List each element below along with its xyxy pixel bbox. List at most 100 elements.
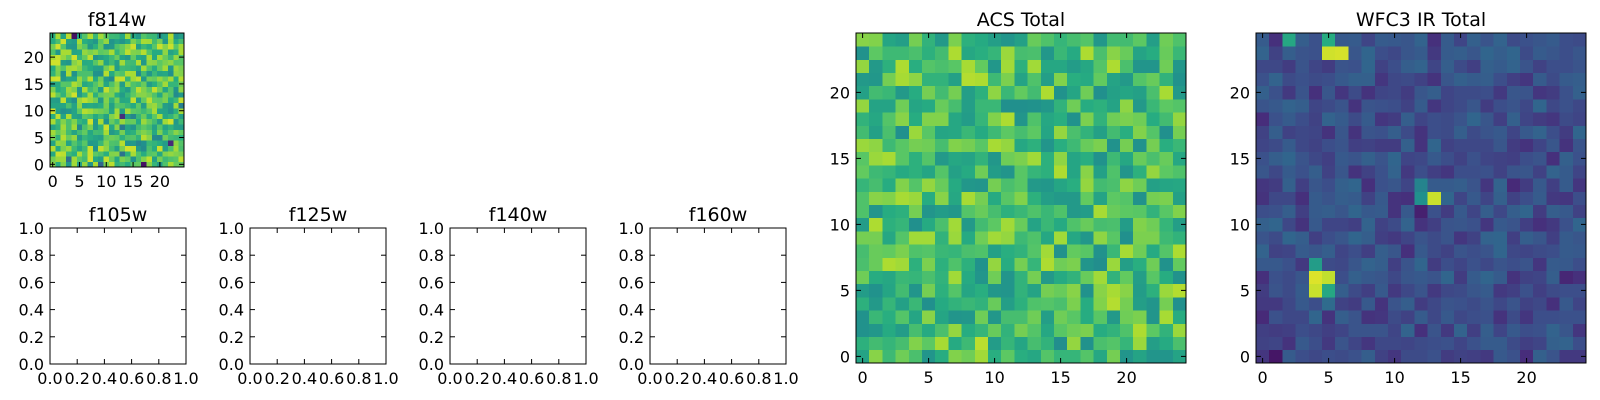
heatmap-cell <box>895 257 910 271</box>
heatmap-cell <box>1308 72 1323 87</box>
heatmap-cell <box>1080 112 1094 126</box>
heatmap-cell <box>130 97 137 104</box>
heatmap-cell <box>1093 270 1108 285</box>
heatmap-cell <box>1467 297 1481 311</box>
heatmap-cell <box>1159 217 1174 232</box>
heatmap-cell <box>1054 336 1068 351</box>
heatmap-cell <box>1133 151 1147 166</box>
heatmap-cell <box>1269 336 1283 351</box>
heatmap-cell <box>895 112 910 126</box>
heatmap-cell <box>1120 336 1134 351</box>
heatmap-cell <box>55 134 62 141</box>
heatmap-cell <box>178 38 185 45</box>
heatmap-cell <box>108 49 115 55</box>
heatmap-cell <box>1067 323 1081 337</box>
heatmap-cell <box>1282 217 1296 232</box>
heatmap-cell <box>1454 204 1468 219</box>
heatmap-cell <box>1572 217 1587 232</box>
heatmap-cell <box>151 140 158 146</box>
heatmap-cell <box>908 257 923 271</box>
heatmap-cell <box>173 38 180 45</box>
heatmap-cell <box>108 102 115 109</box>
heatmap-cell <box>1146 178 1160 192</box>
y-tick-label: 0.4 <box>219 301 244 320</box>
heatmap-cell <box>1106 72 1121 87</box>
heatmap-cell <box>1572 151 1587 166</box>
heatmap-cell <box>125 81 131 87</box>
heatmap-cell <box>50 124 56 130</box>
heatmap-cell <box>961 297 976 311</box>
heatmap-cell <box>1427 310 1442 324</box>
heatmap-cell <box>1440 349 1455 364</box>
heatmap-cell <box>1282 323 1296 337</box>
heatmap-cell <box>1440 46 1455 60</box>
heatmap-cell <box>974 33 989 47</box>
heatmap-cell <box>1295 270 1310 285</box>
heatmap-cell <box>1388 257 1402 271</box>
heatmap-cell <box>922 217 936 232</box>
heatmap-cell <box>1374 178 1389 192</box>
heatmap-cell <box>1106 231 1121 245</box>
heatmap-cell <box>1054 310 1068 324</box>
heatmap-cell <box>1282 204 1296 219</box>
heatmap-cell <box>119 54 126 61</box>
heatmap-cell <box>1388 349 1402 364</box>
heatmap-cell <box>1520 217 1534 232</box>
heatmap-cell <box>895 59 910 73</box>
heatmap-cell <box>935 72 949 87</box>
heatmap-cell <box>1454 72 1468 87</box>
heatmap-cell <box>1572 257 1587 271</box>
heatmap-cell <box>157 129 163 136</box>
heatmap-cell <box>1040 72 1055 87</box>
heatmap-cell <box>1454 310 1468 324</box>
heatmap-cell <box>1427 85 1442 100</box>
heatmap-cell <box>1335 204 1349 219</box>
heatmap-cell <box>98 97 104 104</box>
heatmap-cell <box>1093 46 1108 60</box>
heatmap-cell <box>82 49 88 55</box>
heatmap-cell <box>1520 323 1534 337</box>
heatmap-cell <box>1295 99 1310 113</box>
heatmap-cell <box>157 150 163 157</box>
heatmap-cell <box>1067 217 1081 232</box>
heatmap-cell <box>1067 283 1081 298</box>
heatmap-cell <box>1282 99 1296 113</box>
heatmap-cell <box>961 336 976 351</box>
heatmap-cell <box>908 297 923 311</box>
heatmap-cell <box>1001 112 1015 126</box>
heatmap-cell <box>988 270 1002 285</box>
heatmap-cell <box>1572 310 1587 324</box>
heatmap-cell <box>108 129 115 136</box>
heatmap-cell <box>948 231 962 245</box>
heatmap-cell <box>869 217 883 232</box>
heatmap-cell <box>1027 59 1042 73</box>
heatmap-cell <box>856 138 870 153</box>
x-tick-label: 0.0 <box>37 369 62 388</box>
heatmap-cell <box>151 54 158 61</box>
heatmap-cell <box>1027 99 1042 113</box>
heatmap-cell <box>60 54 67 61</box>
heatmap-cell <box>1440 204 1455 219</box>
heatmap-cell <box>125 156 131 163</box>
heatmap-cell <box>882 46 896 60</box>
heatmap-cell <box>1027 125 1042 139</box>
axes-frame <box>1255 32 1587 364</box>
heatmap-cell <box>87 150 94 157</box>
axes-frame <box>449 227 587 365</box>
heatmap-cell <box>55 33 62 39</box>
y-tick-label: 20 <box>830 83 850 102</box>
heatmap-cell <box>961 204 976 219</box>
heatmap-cell <box>1308 138 1323 153</box>
heatmap-cell <box>178 118 185 125</box>
heatmap-cell <box>1493 59 1508 73</box>
heatmap-cell <box>869 323 883 337</box>
heatmap-cell <box>1520 178 1534 192</box>
heatmap-cell <box>908 336 923 351</box>
heatmap-cell <box>1348 231 1362 245</box>
heatmap-cell <box>71 91 78 98</box>
heatmap-cell <box>1427 72 1442 87</box>
heatmap-cell <box>869 151 883 166</box>
heatmap-cell <box>1067 99 1081 113</box>
heatmap-cell <box>908 349 923 364</box>
heatmap-cell <box>1361 33 1376 47</box>
